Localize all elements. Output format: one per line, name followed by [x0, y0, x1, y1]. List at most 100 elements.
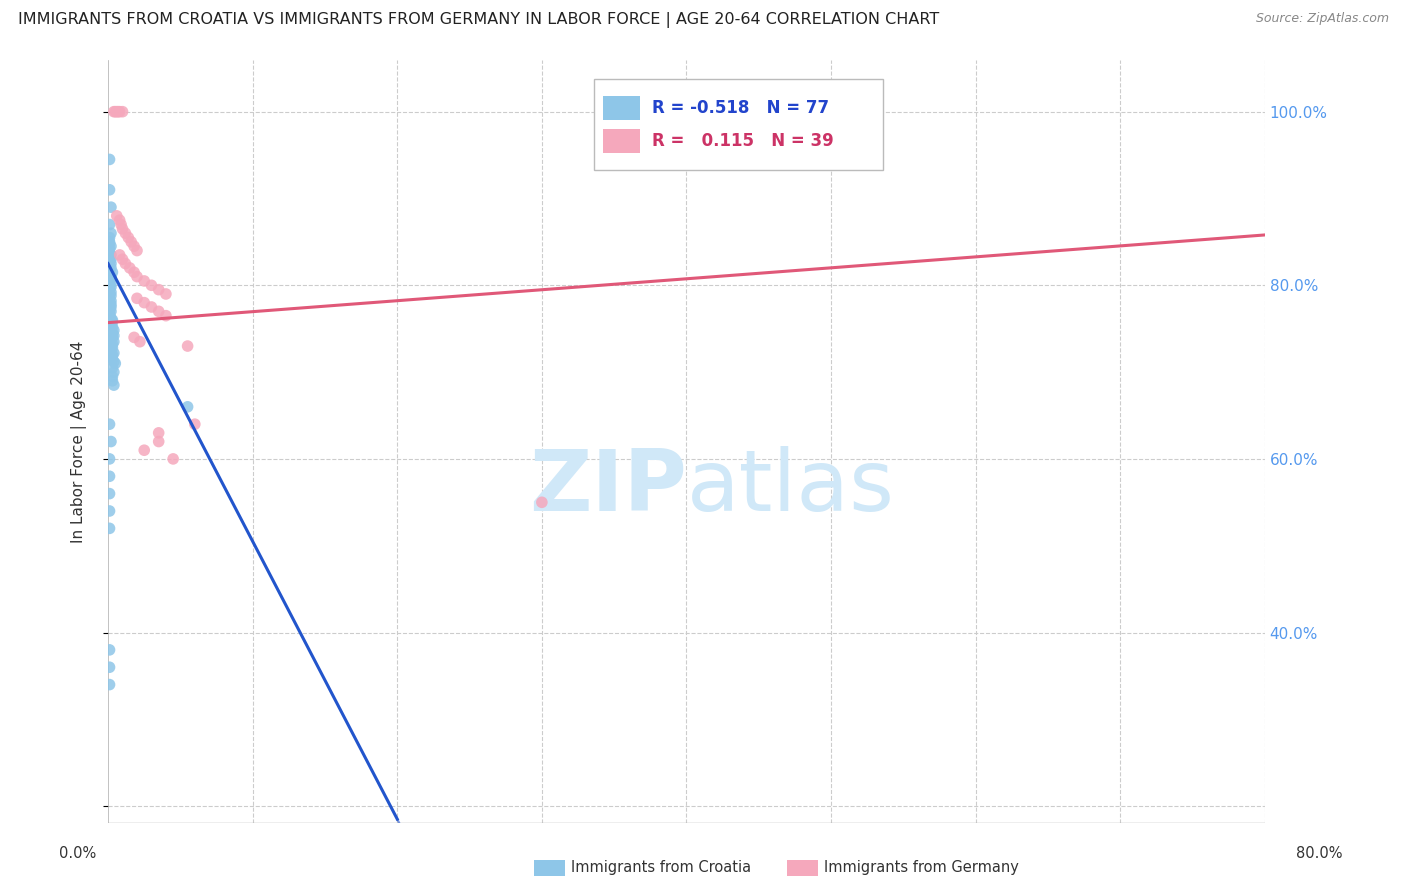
Point [134, 274, 156, 288]
Point [155, 287, 177, 301]
Point [128, 334, 150, 349]
Point [134, 295, 156, 310]
Point [101, 369, 124, 384]
Point [98, 153, 121, 167]
Point [100, 257, 122, 271]
Bar [603, 129, 640, 153]
Point [184, 417, 207, 432]
Text: Source: ZipAtlas.com: Source: ZipAtlas.com [1256, 12, 1389, 25]
Point [100, 343, 122, 358]
Point [103, 104, 125, 119]
Point [101, 348, 124, 362]
Point [108, 213, 131, 227]
Point [148, 283, 170, 297]
Point [100, 252, 122, 267]
Point [530, 495, 553, 509]
Point [108, 248, 131, 262]
Point [101, 326, 124, 340]
Point [100, 300, 122, 314]
Point [98, 677, 121, 691]
Point [118, 260, 141, 275]
Point [100, 280, 122, 294]
Point [100, 297, 122, 311]
Point [100, 350, 122, 364]
Text: Immigrants from Croatia: Immigrants from Croatia [571, 861, 751, 875]
Point [100, 271, 122, 285]
Point [98, 268, 121, 282]
Point [98, 417, 121, 432]
Point [176, 400, 198, 414]
Point [176, 339, 198, 353]
Point [101, 265, 124, 279]
Point [98, 242, 121, 256]
Point [122, 239, 145, 253]
Point [98, 309, 121, 323]
Point [98, 218, 121, 232]
Point [103, 346, 125, 360]
Point [134, 443, 156, 458]
Point [103, 365, 125, 379]
Point [100, 293, 122, 308]
Point [100, 321, 122, 335]
Point [100, 226, 122, 240]
Point [141, 278, 163, 293]
Point [105, 209, 128, 223]
Point [122, 265, 145, 279]
Point [98, 245, 121, 260]
Point [98, 451, 121, 466]
Point [155, 309, 177, 323]
Point [98, 291, 121, 305]
Point [103, 334, 125, 349]
Point [101, 320, 124, 334]
Text: Immigrants from Germany: Immigrants from Germany [824, 861, 1019, 875]
Point [98, 469, 121, 483]
Point [148, 434, 170, 449]
Point [125, 269, 148, 284]
Point [98, 660, 121, 674]
Point [111, 104, 134, 119]
Text: atlas: atlas [686, 446, 894, 529]
Point [100, 318, 122, 332]
Bar [603, 96, 640, 120]
Point [98, 504, 121, 518]
Point [114, 257, 136, 271]
Point [111, 222, 134, 236]
Point [100, 269, 122, 284]
Point [103, 354, 125, 368]
Point [98, 274, 121, 288]
Point [122, 330, 145, 344]
Point [98, 254, 121, 268]
Point [98, 306, 121, 320]
Point [98, 521, 121, 535]
FancyBboxPatch shape [593, 78, 883, 170]
Y-axis label: In Labor Force | Age 20-64: In Labor Force | Age 20-64 [72, 341, 87, 542]
Point [108, 104, 131, 119]
Point [101, 352, 124, 367]
Point [104, 356, 127, 370]
Point [100, 289, 122, 303]
Point [101, 374, 124, 388]
Point [125, 291, 148, 305]
Text: R = -0.518   N = 77: R = -0.518 N = 77 [652, 99, 830, 117]
Point [98, 235, 121, 249]
Point [141, 300, 163, 314]
Point [117, 230, 139, 244]
Text: ZIP: ZIP [529, 446, 686, 529]
Point [100, 200, 122, 214]
Point [101, 337, 124, 351]
Point [100, 339, 122, 353]
Point [125, 244, 148, 258]
Point [100, 260, 122, 275]
Point [110, 218, 132, 232]
Point [101, 341, 124, 355]
Point [162, 451, 184, 466]
Point [98, 287, 121, 301]
Point [98, 262, 121, 277]
Point [98, 486, 121, 500]
Point [105, 104, 128, 119]
Point [111, 252, 134, 267]
Point [101, 330, 124, 344]
Text: 0.0%: 0.0% [59, 847, 96, 861]
Point [98, 230, 121, 244]
Point [98, 295, 121, 310]
